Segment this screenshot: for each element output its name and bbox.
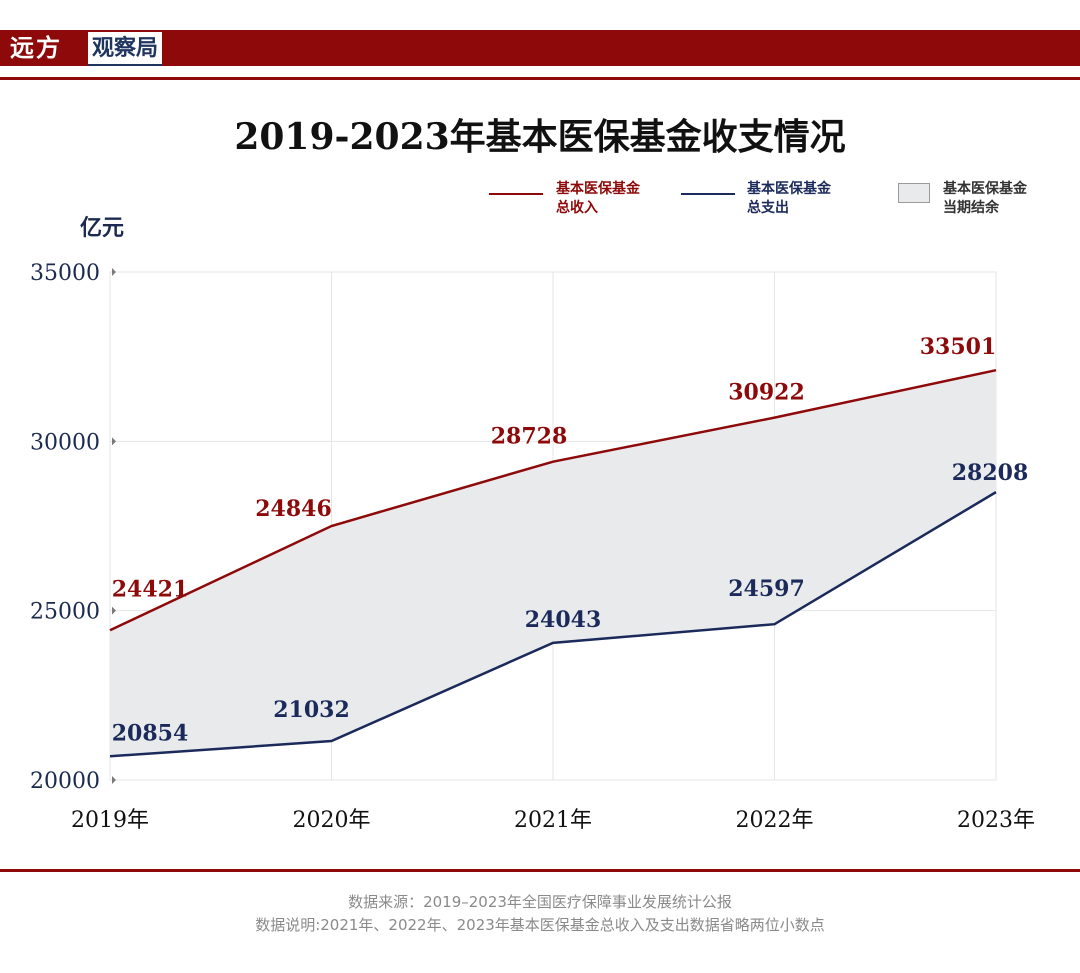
legend-income-swatch	[489, 193, 543, 195]
expense-data-label: 24043	[525, 607, 602, 633]
footer-note: 数据说明:2021年、2022年、2023年基本医保基金总收入及支出数据省略两位…	[255, 916, 825, 934]
y-tick-marker	[112, 268, 116, 276]
y-tick-marker	[112, 776, 116, 784]
x-tick-label: 2019年	[71, 808, 149, 833]
expense-data-label: 24597	[728, 576, 805, 602]
y-tick-marker	[112, 437, 116, 446]
x-tick-label: 2023年	[957, 808, 1035, 833]
income-data-label: 24846	[255, 496, 332, 522]
top-divider	[0, 77, 1080, 80]
y-tick-label: 25000	[30, 600, 100, 625]
legend-surplus-swatch	[898, 183, 930, 203]
income-data-label: 33501	[920, 334, 997, 360]
expense-data-label: 21032	[273, 697, 350, 723]
brand-logo-part2: 观察局	[88, 32, 163, 66]
y-tick-label: 30000	[30, 430, 100, 455]
income-data-label: 30922	[728, 380, 805, 406]
brand-logo-part1: 远方	[10, 33, 62, 62]
expense-data-label: 28208	[952, 460, 1029, 486]
x-tick-label: 2020年	[293, 808, 371, 833]
legend-surplus-label: 基本医保基金 当期结余	[943, 181, 1027, 216]
legend-income-label: 基本医保基金 总收入	[556, 181, 640, 216]
y-tick-marker	[112, 606, 116, 615]
surplus-area	[110, 370, 996, 757]
header-bar	[0, 30, 1080, 66]
legend-expense-swatch	[681, 193, 735, 195]
y-tick-label: 35000	[30, 261, 100, 286]
income-line	[109, 368, 997, 632]
expense-data-label: 20854	[112, 720, 189, 746]
expense-line	[109, 491, 997, 758]
footer-source: 数据来源：2019–2023年全国医疗保障事业发展统计公报	[348, 893, 732, 911]
y-axis-unit: 亿元	[80, 216, 125, 241]
chart-title: 2019-2023年基本医保基金收支情况	[234, 116, 846, 158]
bottom-divider	[0, 869, 1080, 872]
x-tick-label: 2022年	[736, 808, 814, 833]
y-tick-label: 20000	[30, 769, 100, 794]
legend-expense-label: 基本医保基金 总支出	[747, 181, 831, 216]
x-tick-label: 2021年	[514, 808, 592, 833]
income-data-label: 28728	[491, 424, 568, 450]
income-data-label: 24421	[112, 576, 189, 602]
